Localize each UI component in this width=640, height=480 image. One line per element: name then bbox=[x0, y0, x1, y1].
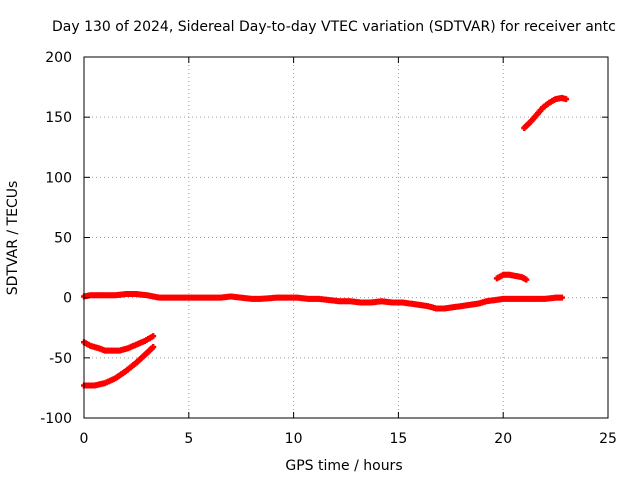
series-hump-near-20h bbox=[493, 271, 530, 283]
y-tick-label: 0 bbox=[63, 291, 72, 307]
data-point bbox=[523, 276, 530, 283]
series-lower-arc-B bbox=[81, 344, 157, 389]
x-tick-label: 25 bbox=[599, 431, 617, 447]
data-point bbox=[563, 96, 570, 103]
x-axis-label: GPS time / hours bbox=[285, 458, 402, 474]
x-tick-label: 5 bbox=[184, 431, 193, 447]
series-near-zero-band bbox=[81, 291, 565, 312]
y-tick-label: 150 bbox=[45, 110, 72, 126]
plot-area bbox=[81, 94, 570, 389]
y-tick-label: -50 bbox=[49, 351, 72, 367]
y-tick-label: -100 bbox=[40, 411, 72, 427]
y-axis-label: SDTVAR / TECUs bbox=[5, 181, 21, 296]
y-tick-label: 200 bbox=[45, 50, 72, 66]
y-tick-label: 100 bbox=[45, 170, 72, 186]
y-tick-label: 50 bbox=[54, 231, 72, 247]
x-tick-label: 10 bbox=[285, 431, 303, 447]
x-tick-label: 15 bbox=[389, 431, 407, 447]
data-point bbox=[558, 294, 565, 301]
series-lower-arc-A bbox=[81, 333, 157, 354]
x-tick-label: 20 bbox=[494, 431, 512, 447]
axis-ticks: 0 5 10 15 20 25 -100 -50 0 50 100 150 200 bbox=[40, 50, 617, 447]
data-point bbox=[150, 333, 157, 340]
chart-title: Day 130 of 2024, Sidereal Day-to-day VTE… bbox=[52, 19, 616, 35]
x-tick-label: 0 bbox=[80, 431, 89, 447]
data-point bbox=[150, 344, 157, 351]
series-upper-arc bbox=[521, 94, 570, 131]
